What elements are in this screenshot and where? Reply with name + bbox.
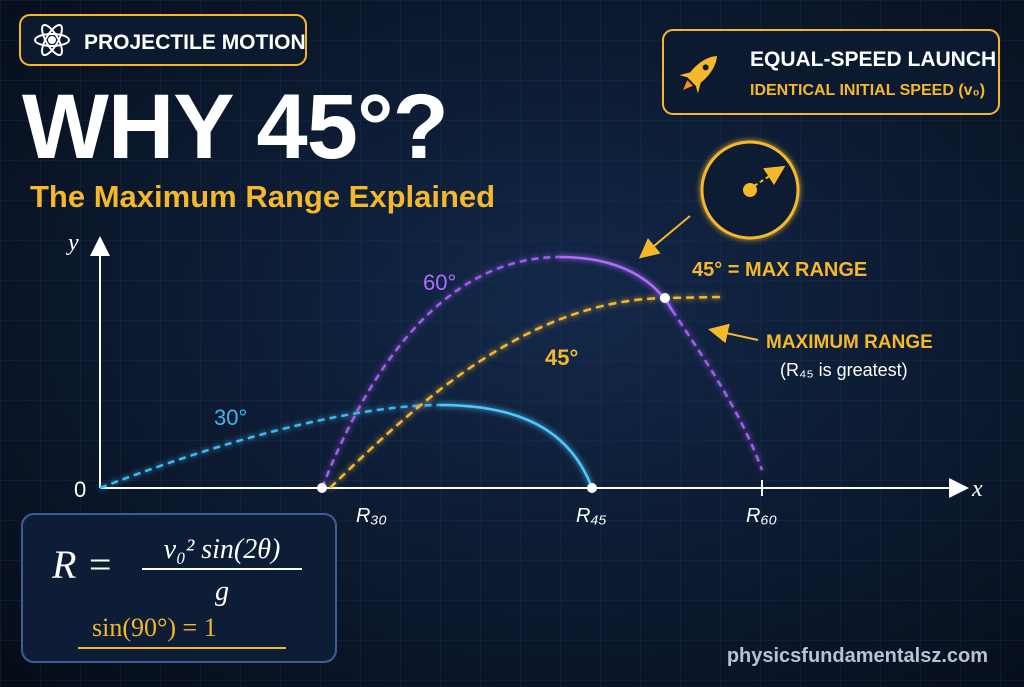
range-label: R₄₅ (576, 505, 607, 527)
range-label: R₃₀ (356, 505, 387, 527)
curve-30-rise (99, 403, 441, 490)
range-label: R₆₀ (746, 505, 777, 527)
x-axis-label: x (971, 476, 983, 502)
origin-label: 0 (74, 477, 86, 502)
formula-numerator: v₀² sin(2θ) (164, 534, 281, 565)
badge-box (19, 14, 307, 66)
label-30: 30° (214, 405, 247, 430)
label-45: 45° (545, 345, 578, 370)
curve-45 (329, 295, 721, 489)
curve-60-fall (670, 309, 764, 471)
curve-30-fall (439, 403, 594, 489)
formula-lhs: R = (51, 542, 113, 587)
r30-point (317, 483, 327, 493)
website: physicsfundamentalsz.com (727, 645, 988, 667)
max-callout: 45° = MAX RANGE (692, 259, 867, 281)
note-arrow (708, 323, 759, 344)
launch-title: EQUAL-SPEED LAUNCH (750, 48, 996, 71)
callout-dot (743, 183, 757, 197)
launch-subtitle: IDENTICAL INITIAL SPEED (v₀) (750, 82, 985, 99)
max-point (660, 293, 670, 303)
rocket-icon (679, 56, 717, 94)
launch-box (662, 29, 1000, 115)
atom-icon (34, 23, 70, 57)
y-axis-label: y (66, 230, 79, 256)
callout-radius (753, 165, 786, 187)
r45-point (587, 483, 597, 493)
badge-text: PROJECTILE MOTION (84, 31, 306, 54)
formula-identity: sin(90°) = 1 (92, 613, 217, 642)
note-text: (R₄₅ is greatest) (780, 360, 908, 380)
formula-box (21, 513, 337, 663)
title: WHY 45°? (22, 76, 448, 178)
label-60: 60° (423, 270, 456, 295)
note-title: MAXIMUM RANGE (766, 332, 933, 353)
curve-60-rise (320, 255, 561, 489)
subtitle: The Maximum Range Explained (30, 179, 495, 214)
callout-arrow (638, 215, 691, 259)
formula-denominator: g (215, 576, 229, 607)
